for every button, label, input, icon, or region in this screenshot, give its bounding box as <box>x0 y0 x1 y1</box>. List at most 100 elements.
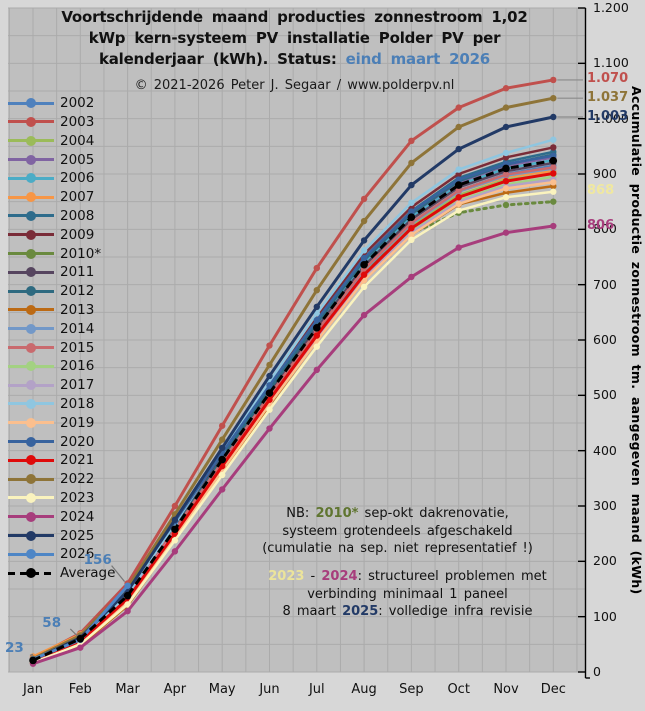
legend-item-2002: 2002 <box>8 94 94 113</box>
x-tick-label: Jan <box>22 682 44 697</box>
annotation-line: systeem grotendeels afgeschakeld <box>282 523 513 539</box>
legend-label: 2022 <box>60 471 95 488</box>
legend-item-2015: 2015 <box>8 338 94 357</box>
legend-item-2009: 2009 <box>8 225 94 244</box>
legend-swatch <box>8 451 54 470</box>
y-tick-label: 800 <box>593 221 617 237</box>
legend-swatch <box>8 282 54 301</box>
y-tick-label: 600 <box>593 332 617 347</box>
x-tick-label: Feb <box>68 682 92 697</box>
legend-label: 2026 <box>60 546 95 563</box>
y-tick-label: 1.100 <box>593 55 629 71</box>
legend-item-2025: 2025 <box>8 526 94 545</box>
legend-swatch <box>8 112 54 131</box>
legend-label: Average <box>60 565 116 582</box>
chart-title-line: kWp kern-systeem PV installatie Polder P… <box>88 29 501 47</box>
legend-item-2026: 2026 <box>8 545 94 564</box>
legend-label: 2002 <box>60 95 95 112</box>
legend-swatch <box>8 432 54 451</box>
y-tick-label: 700 <box>593 276 617 292</box>
y-tick-label: 1.200 <box>593 0 629 15</box>
legend-swatch <box>8 225 54 244</box>
legend-swatch <box>8 470 54 489</box>
annotation-line: 8 maart 2025: volledige infra revisie <box>282 604 533 619</box>
legend-label: 2021 <box>60 452 95 469</box>
end-value-label-2003: 1.070 <box>587 71 629 87</box>
legend-item-Average: Average <box>8 564 115 583</box>
legend-item-2020: 2020 <box>8 432 94 451</box>
annotation-line: NB: 2010* sep-okt dakrenovatie, <box>286 506 509 521</box>
x-tick-label: May <box>208 682 236 697</box>
legend-label: 2012 <box>60 283 95 300</box>
legend-label: 2003 <box>60 113 95 130</box>
legend-label: 2023 <box>60 489 95 506</box>
x-tick-label: Aug <box>351 682 377 697</box>
legend-swatch <box>8 206 54 225</box>
point-value-label-156: 156 <box>83 551 112 568</box>
legend-item-2011: 2011 <box>8 263 94 282</box>
legend-item-2022: 2022 <box>8 470 94 489</box>
end-value-label-2022: 1.037 <box>587 89 629 105</box>
end-value-label-2023: 868 <box>587 183 615 199</box>
y-tick-label: 400 <box>593 442 617 458</box>
y-tick-label: 200 <box>593 553 617 569</box>
legend-swatch <box>8 357 54 376</box>
end-value-label-2024: 806 <box>587 217 615 233</box>
legend-label: 2017 <box>60 377 95 394</box>
legend-label: 2013 <box>60 301 95 318</box>
copyright-text: © 2021-2026 Peter J. Segaar / www.polder… <box>134 78 455 93</box>
legend-label: 2007 <box>60 189 95 206</box>
legend-item-2019: 2019 <box>8 413 94 432</box>
x-tick-label: Nov <box>493 682 519 697</box>
y-tick-label: 0 <box>593 664 601 679</box>
y-tick-label: 500 <box>593 387 617 403</box>
y-tick-label: 100 <box>593 608 617 624</box>
legend-item-2013: 2013 <box>8 300 94 319</box>
chart-title-line: kalenderjaar (kWh). Status: eind maart 2… <box>98 50 491 68</box>
legend-label: 2014 <box>60 320 95 337</box>
legend-swatch <box>8 150 54 169</box>
legend-label: 2024 <box>60 508 95 525</box>
legend-swatch <box>8 507 54 526</box>
x-tick-label: Dec <box>540 682 566 697</box>
legend-item-2003: 2003 <box>8 112 94 131</box>
legend-swatch <box>8 244 54 263</box>
x-tick-label: Oct <box>447 682 470 697</box>
legend-item-2007: 2007 <box>8 188 94 207</box>
x-tick-label: Jun <box>259 682 280 697</box>
x-tick-label: Apr <box>163 682 187 697</box>
legend-item-2010: 2010* <box>8 244 101 263</box>
legend-item-2024: 2024 <box>8 507 94 526</box>
annotation-line: verbinding minimaal 1 paneel <box>307 586 508 602</box>
legend-label: 2005 <box>60 151 95 168</box>
legend-item-2021: 2021 <box>8 451 94 470</box>
legend-swatch <box>8 188 54 207</box>
legend-swatch <box>8 169 54 188</box>
point-value-label-23: 23 <box>5 640 24 657</box>
legend-swatch <box>8 526 54 545</box>
legend-swatch <box>8 394 54 413</box>
legend-label: 2019 <box>60 414 95 431</box>
legend-label: 2015 <box>60 339 95 356</box>
legend-item-2012: 2012 <box>8 282 94 301</box>
legend-item-2017: 2017 <box>8 376 94 395</box>
legend-item-2016: 2016 <box>8 357 94 376</box>
x-tick-label: Jul <box>308 682 325 697</box>
legend-item-2004: 2004 <box>8 131 94 150</box>
legend-label: 2020 <box>60 433 95 450</box>
legend-swatch <box>8 300 54 319</box>
end-value-label-2025: 1.003 <box>587 108 629 124</box>
x-tick-label: Sep <box>399 682 424 697</box>
legend-swatch <box>8 263 54 282</box>
legend-swatch <box>8 131 54 150</box>
x-tick-label: Mar <box>115 682 140 697</box>
legend-item-2014: 2014 <box>8 319 94 338</box>
legend-label: 2016 <box>60 358 95 375</box>
legend-item-2006: 2006 <box>8 169 94 188</box>
legend-label: 2006 <box>60 170 95 187</box>
annotation-panel-problems-2023-2025: 2023 - 2024: structureel problemen met ve… <box>240 568 575 621</box>
chart-title-line: Voortschrijdende maand producties zonnes… <box>61 8 528 26</box>
legend-swatch <box>8 376 54 395</box>
annotation-line: 2023 - 2024: structureel problemen met <box>268 569 547 584</box>
